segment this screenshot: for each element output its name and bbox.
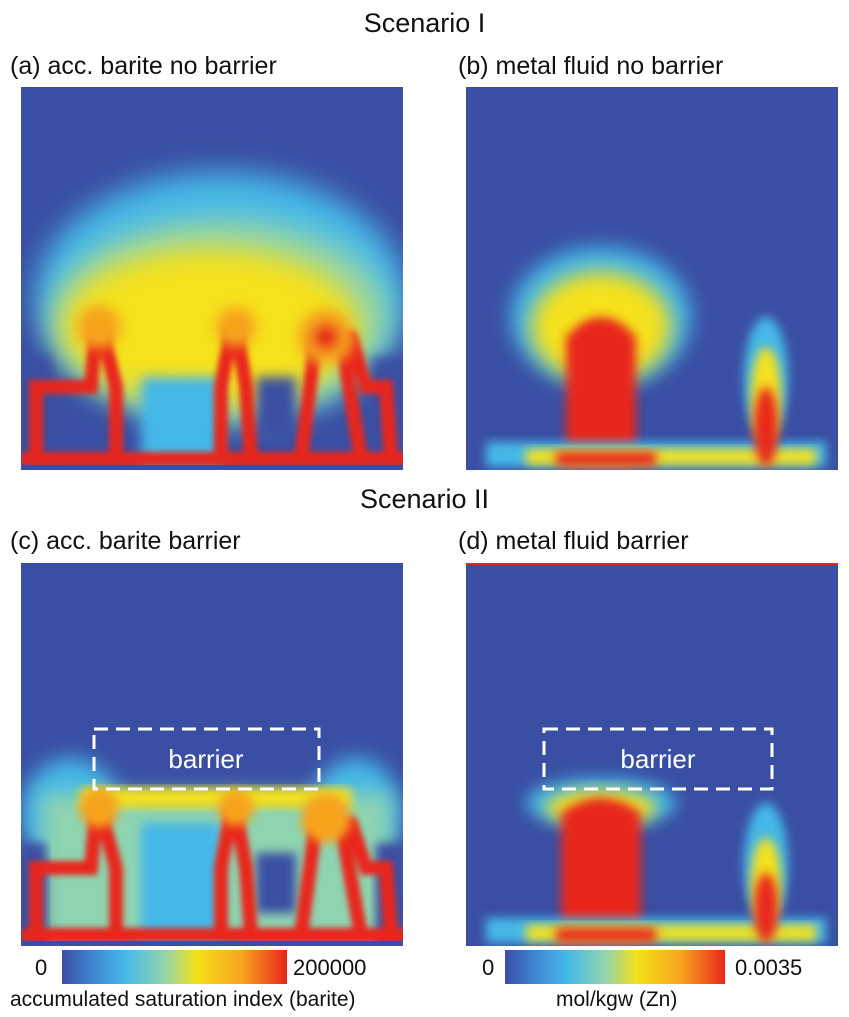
colorbar-1 — [62, 950, 287, 984]
barrier-box — [92, 727, 321, 791]
colorbar-2 — [505, 950, 725, 984]
panel-b-label: (b) metal fluid no barrier — [458, 52, 724, 80]
colorbar-2-label: mol/kgw (Zn) — [556, 988, 678, 1011]
panel-c-map: barrier — [21, 563, 403, 946]
colorbar-2-max: 0.0035 — [735, 955, 803, 980]
colorbar-1-min: 0 — [35, 955, 48, 980]
barrier-label-d: barrier — [620, 744, 695, 774]
colorbar-1-label: accumulated saturation index (barite) — [10, 988, 356, 1011]
barrier-box — [542, 727, 774, 791]
panel-a-map — [21, 87, 403, 470]
colorbar-1-max: 200000 — [293, 955, 367, 980]
panel-c-label: (c) acc. barite barrier — [10, 527, 241, 555]
panel-a-label: (a) acc. barite no barrier — [10, 52, 277, 80]
panel-d-map: barrier — [466, 563, 838, 946]
colorbar-2-min: 0 — [482, 955, 495, 980]
panel-b-map — [466, 87, 838, 470]
panel-d-label: (d) metal fluid barrier — [458, 527, 689, 555]
scenario-1-title: Scenario I — [363, 8, 486, 38]
scenario-2-title: Scenario II — [359, 484, 490, 514]
barrier-label-c: barrier — [168, 744, 243, 774]
